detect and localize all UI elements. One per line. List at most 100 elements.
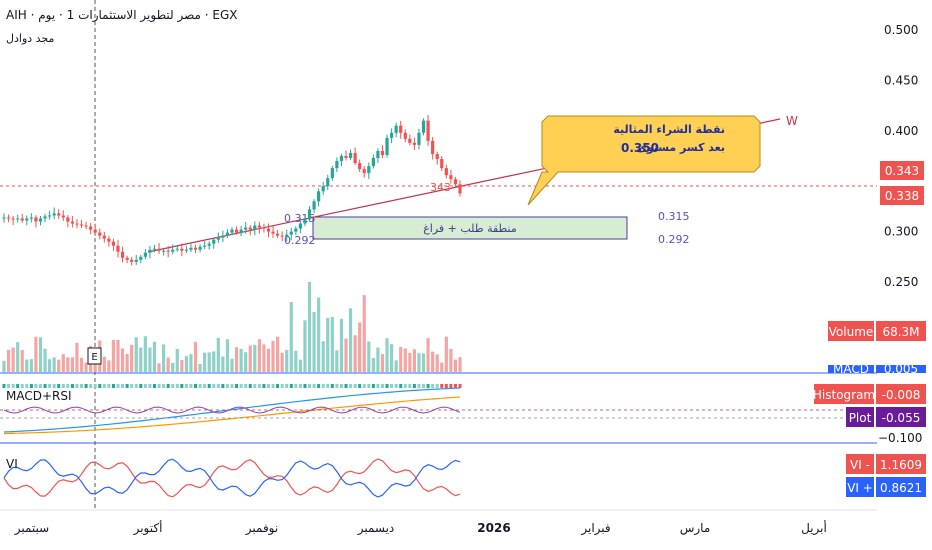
macd-histogram-bar [431, 384, 435, 388]
macd-histogram-bar [121, 384, 125, 388]
candle-body [385, 137, 389, 155]
candle-body [43, 216, 47, 219]
candle-body [289, 231, 293, 235]
zone-label: منطقة طلب + فراغ [423, 222, 517, 235]
volume-bar [353, 335, 357, 372]
macd-histogram-bar [57, 384, 61, 388]
candle-body [262, 227, 266, 229]
macd-histogram-bar [412, 384, 416, 388]
macd-histogram-bar [212, 384, 216, 388]
macd-histogram-bar [130, 384, 134, 388]
time-axis-label: مارس [680, 521, 711, 536]
macd-histogram-bar [367, 384, 371, 388]
volume-bar [289, 302, 293, 372]
volume-bar [29, 359, 33, 372]
candle-body [198, 246, 202, 250]
callout-box[interactable] [527, 115, 761, 206]
candle-body [339, 156, 344, 162]
macd-histogram-bar [203, 384, 207, 388]
macd-histogram-bar [111, 384, 115, 388]
plot-value-tag [876, 407, 926, 427]
price-axis[interactable]: 0.500 0.450 0.400 0.300 0.250 [884, 23, 918, 289]
volume-bar [48, 359, 52, 372]
macd-histogram-bar [408, 384, 412, 388]
candle-body [312, 201, 316, 210]
trendline-label: W [786, 114, 798, 128]
volume-bar [107, 360, 111, 372]
volume-bar [6, 349, 11, 372]
macd-histogram-bar [248, 384, 252, 388]
volume-bars [2, 282, 462, 372]
candle-body [266, 228, 271, 232]
candle-body [271, 231, 275, 234]
volume-bar [367, 341, 371, 372]
volume-bar [130, 344, 134, 372]
vi-plus-value: 0.8621 [880, 481, 922, 495]
macd-histogram-bar [308, 384, 312, 388]
volume-bar [230, 358, 234, 372]
candle-body [376, 150, 380, 159]
candle-body [440, 159, 444, 169]
candle-body [285, 234, 289, 237]
macd-histogram-bar [330, 384, 334, 388]
earnings-marker[interactable] [87, 347, 102, 365]
volume-bar [257, 339, 261, 372]
volume-bar [248, 345, 252, 372]
candle-body [326, 178, 330, 187]
volume-bar [285, 349, 289, 372]
volume-bar [408, 353, 412, 372]
macd-histogram-bar [321, 384, 325, 388]
plot-value: -0.055 [882, 411, 921, 425]
candle-body [116, 245, 120, 252]
macd-histogram-bar [376, 384, 380, 388]
time-axis-label: فبراير [580, 521, 610, 536]
hist-label: Histogram [813, 388, 875, 402]
vi-minus-value-tag [876, 454, 926, 474]
volume-bar [16, 342, 20, 372]
volume-bar [244, 352, 248, 372]
vi-plus-label: VI + [847, 481, 873, 495]
candle-body [111, 241, 116, 246]
candle-body [98, 232, 102, 236]
macd-label-tag [828, 365, 874, 373]
zone-top-label: 0.315 [658, 210, 690, 223]
volume-bar [234, 347, 239, 372]
candle-body [16, 218, 20, 220]
macd-histogram-bar [157, 384, 161, 388]
candle-body [435, 153, 439, 160]
demand-zone[interactable] [312, 216, 628, 240]
macd-histogram-bar [458, 384, 462, 388]
zone-bottom-label: 0.292 [658, 233, 690, 246]
macd-histogram-bar [294, 384, 298, 388]
volume-bar [152, 341, 157, 372]
candle-body [79, 224, 84, 226]
candle-body [426, 120, 430, 141]
candle-body [298, 223, 302, 229]
macd-histogram-bar [426, 384, 430, 388]
volume-bar [330, 317, 334, 372]
macd-histogram-bar [390, 384, 394, 388]
macd-histogram-bar [66, 384, 70, 388]
volume-bar [216, 337, 220, 372]
volume-bar [157, 363, 161, 372]
macd-histogram-bar [317, 384, 321, 388]
macd-histogram-bar [385, 384, 389, 388]
plot-label: Plot [849, 411, 872, 425]
volume-bar [317, 297, 321, 372]
vi-pane [3, 458, 461, 498]
candle-body [253, 225, 257, 230]
candle-body [152, 248, 157, 250]
macd-histogram-bar [435, 384, 439, 388]
candle-body [84, 225, 88, 227]
chart-title: AIH · مصر لتطوير الاستثمارات 1 · يوم · E… [6, 8, 238, 22]
candle-body [120, 251, 125, 258]
macd-histogram-bar [20, 384, 24, 388]
candle-body [171, 249, 175, 252]
macd-histogram-bar [417, 384, 421, 388]
candles [2, 114, 462, 266]
time-axis[interactable]: سبتمبر أكتوبر نوفمبر ديسمبر 2026 فبراير مارس أب… [14, 520, 827, 536]
volume-bar [66, 357, 70, 372]
candle-body [371, 158, 375, 167]
vi-title: VI [6, 457, 18, 471]
